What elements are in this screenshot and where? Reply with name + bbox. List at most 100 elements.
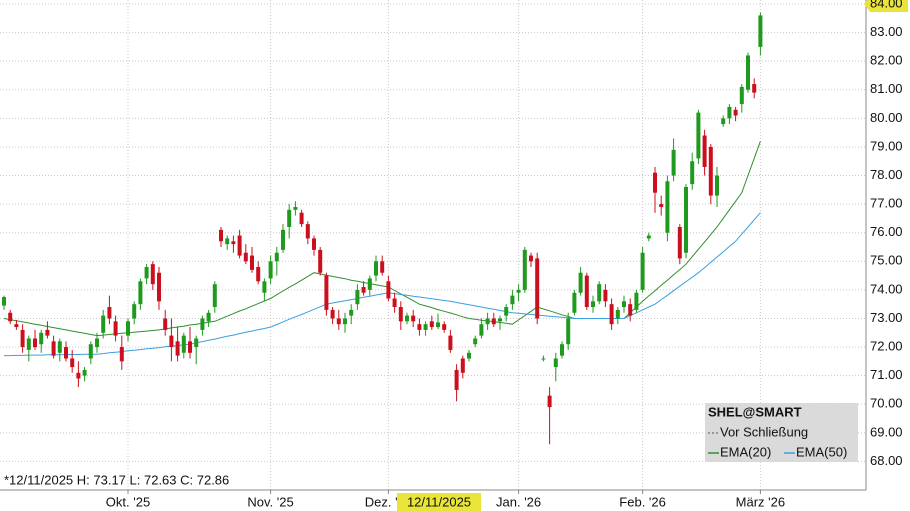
y-tick-label: 81.00 — [870, 81, 903, 96]
candle-body — [690, 161, 695, 185]
candle-body — [696, 112, 701, 159]
candle-body — [628, 304, 633, 316]
grid — [0, 0, 866, 490]
y-tick-label: 77.00 — [870, 196, 903, 211]
candle-body — [566, 318, 571, 345]
candle-body — [237, 235, 242, 256]
candle-body — [640, 252, 645, 290]
candle-body — [33, 338, 37, 348]
candle-body — [157, 272, 161, 302]
candle-body — [739, 86, 744, 105]
y-tick-label: 83.00 — [870, 24, 903, 39]
candle-body — [522, 249, 527, 290]
candle-body — [119, 347, 124, 362]
candle-body — [535, 258, 540, 319]
candle-body — [181, 335, 186, 353]
candle-body — [547, 395, 552, 408]
candle-body — [26, 338, 31, 350]
candle-body — [206, 312, 211, 322]
candle-body — [733, 109, 738, 116]
candle-body — [219, 229, 223, 242]
candle-body — [578, 272, 583, 293]
candle-body — [448, 335, 453, 350]
y-tick-label: 69.00 — [870, 424, 903, 439]
candle-body — [405, 315, 409, 322]
annotation: *12/11/2025 H: 73.17 L: 72.63 C: 72.86 — [4, 472, 229, 487]
y-tick-label: 73.00 — [870, 310, 903, 325]
candle-body — [510, 295, 515, 305]
overlays — [3, 141, 761, 357]
candle-body — [467, 352, 471, 359]
y-tick-label: 79.00 — [870, 138, 903, 153]
candle-body — [491, 318, 496, 325]
candles — [2, 12, 763, 445]
candle-body — [281, 229, 285, 250]
y-tick-label: 68.00 — [870, 453, 903, 468]
candle-body — [250, 255, 254, 270]
legend-box — [705, 403, 858, 462]
candle-body — [64, 347, 68, 359]
candle-body — [684, 186, 688, 253]
candle-body — [646, 235, 651, 239]
candle-body — [603, 289, 608, 302]
candle-body — [262, 281, 267, 293]
candle-body — [361, 287, 366, 293]
candle-body — [274, 252, 279, 262]
y-tick-label: 74.00 — [870, 281, 903, 296]
candle-body — [336, 318, 341, 325]
candle-body — [752, 84, 757, 93]
candle-body — [57, 341, 62, 353]
candle-body — [349, 309, 354, 316]
candle-body — [355, 289, 360, 305]
candle-body — [343, 318, 347, 325]
candle-body — [76, 372, 81, 379]
y-tick-label: 84.00 — [870, 0, 903, 10]
axes: 68.00 69.00 70.00 71.00 72.00 73.00 74.00 75.00… — [106, 0, 908, 511]
candle-body — [374, 261, 378, 276]
candle-body — [429, 321, 434, 328]
x-tick-label: Nov. '25 — [247, 494, 293, 509]
candle-body — [113, 321, 118, 336]
candle-body — [8, 312, 13, 322]
candle-body — [138, 281, 143, 305]
candle-body — [721, 118, 726, 125]
candle-body — [665, 181, 670, 233]
candle-body — [14, 324, 19, 328]
candle-body — [194, 338, 199, 348]
candle-body — [268, 261, 273, 279]
candle-body — [82, 369, 87, 376]
candle-body — [212, 284, 217, 308]
candle-body — [671, 149, 676, 176]
candle-body — [293, 206, 298, 210]
candle-body — [70, 358, 75, 368]
candle-body — [615, 309, 620, 319]
candle-body — [392, 298, 397, 308]
candle-body — [324, 275, 329, 310]
crosshair-label: 12/11/2025 — [407, 494, 471, 509]
candle-body — [553, 358, 558, 368]
candle-body — [386, 281, 391, 299]
candle-body — [436, 322, 440, 328]
y-tick-label: 76.00 — [870, 224, 903, 239]
candle-body — [702, 135, 707, 167]
candle-body — [708, 146, 713, 196]
candle-body — [380, 261, 385, 273]
candle-body — [485, 318, 490, 325]
candle-body — [677, 226, 682, 259]
last-price-marker — [864, 0, 908, 13]
candle-body — [144, 267, 149, 279]
candle-body — [88, 344, 93, 359]
candle-body — [516, 289, 521, 293]
candle-body — [584, 275, 589, 308]
y-tick-label: 78.00 — [870, 167, 903, 182]
candle-body — [597, 284, 602, 302]
ema-line — [3, 141, 761, 337]
candle-body — [305, 224, 310, 239]
candle-body — [454, 369, 459, 390]
x-tick-label: März '26 — [736, 494, 785, 509]
candle-body — [442, 324, 447, 330]
legend-label: EMA(50) — [796, 444, 847, 459]
candle-body — [460, 358, 465, 373]
candle-body — [312, 238, 316, 250]
candle-body — [126, 321, 130, 336]
